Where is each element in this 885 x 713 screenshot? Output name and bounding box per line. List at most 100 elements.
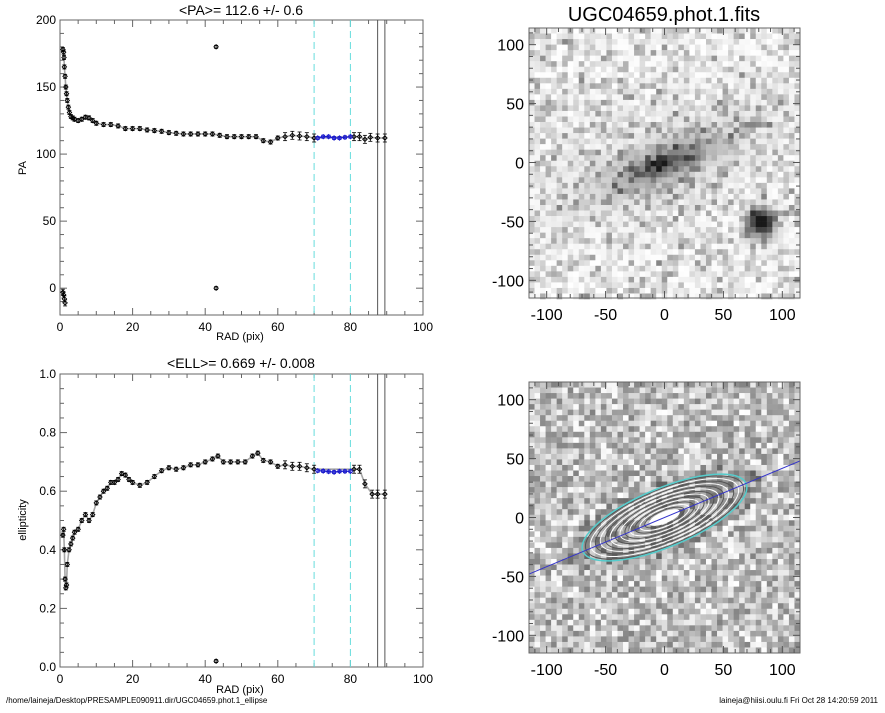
image-pixel [717, 614, 723, 620]
image-pixel [728, 244, 734, 250]
image-pixel [617, 61, 623, 67]
image-pixel [573, 144, 579, 150]
image-pixel [783, 216, 789, 222]
image-pixel [584, 211, 590, 217]
image-pixel [706, 587, 712, 593]
image-pixel [590, 39, 596, 45]
image-pixel [623, 155, 629, 161]
image-pixel [640, 45, 646, 51]
image-pixel [695, 288, 701, 294]
image-pixel [728, 183, 734, 189]
image-pixel [568, 576, 574, 582]
image-pixel [689, 565, 695, 571]
image-pixel [767, 50, 773, 56]
image-pixel [656, 426, 662, 432]
image-pixel [557, 166, 563, 172]
image-pixel [656, 78, 662, 84]
image-pixel [728, 155, 734, 161]
image-pixel [595, 603, 601, 609]
image-pixel [579, 642, 585, 648]
image-pixel [590, 493, 596, 499]
image-pixel [667, 177, 673, 183]
image-pixel [745, 100, 751, 106]
image-pixel [728, 94, 734, 100]
image-pixel [783, 122, 789, 128]
image-pixel [689, 183, 695, 189]
image-pixel [695, 620, 701, 626]
image-pixel [662, 410, 668, 416]
image-pixel [778, 211, 784, 217]
image-pixel [568, 222, 574, 228]
image-pixel [546, 122, 552, 128]
image-pixel [662, 94, 668, 100]
image-pixel [651, 161, 657, 167]
image-pixel [695, 537, 701, 543]
image-pixel [772, 233, 778, 239]
image-pixel [717, 100, 723, 106]
image-pixel [579, 592, 585, 598]
image-pixel [617, 194, 623, 200]
image-pixel [778, 277, 784, 283]
image-pixel [557, 150, 563, 156]
image-pixel [667, 421, 673, 427]
image-pixel [568, 83, 574, 89]
image-pixel [645, 56, 651, 62]
image-pixel [584, 388, 590, 394]
image-pixel [772, 61, 778, 67]
image-pixel [645, 133, 651, 139]
image-pixel [634, 34, 640, 40]
image-pixel [739, 56, 745, 62]
image-pixel [562, 647, 568, 653]
image-pixel [529, 39, 535, 45]
image-pixel [700, 271, 706, 277]
image-pixel [612, 260, 618, 266]
image-pixel [723, 56, 729, 62]
image-pixel [629, 614, 635, 620]
image-pixel [540, 144, 546, 150]
image-pixel [745, 288, 751, 294]
image-pixel [551, 249, 557, 255]
image-pixel [546, 222, 552, 228]
x-tick-label: 0 [660, 307, 669, 324]
image-pixel [717, 161, 723, 167]
image-pixel [728, 233, 734, 239]
image-pixel [645, 581, 651, 587]
image-pixel [584, 470, 590, 476]
image-pixel [612, 282, 618, 288]
image-pixel [706, 437, 712, 443]
image-pixel [673, 111, 679, 117]
image-pixel [684, 470, 690, 476]
image-pixel [750, 161, 756, 167]
image-pixel [684, 188, 690, 194]
image-pixel [546, 526, 552, 532]
image-pixel [700, 404, 706, 410]
image-pixel [601, 636, 607, 642]
image-pixel [678, 410, 684, 416]
image-pixel [595, 614, 601, 620]
image-pixel [584, 216, 590, 222]
image-pixel [728, 238, 734, 244]
image-pixel [546, 255, 552, 261]
image-pixel [579, 122, 585, 128]
image-pixel [606, 288, 612, 294]
image-pixel [617, 89, 623, 95]
image-pixel [601, 443, 607, 449]
image-pixel [667, 83, 673, 89]
image-pixel [579, 205, 585, 211]
image-pixel [706, 260, 712, 266]
image-pixel [684, 448, 690, 454]
image-pixel [695, 603, 701, 609]
image-pixel [562, 531, 568, 537]
image-pixel [673, 459, 679, 465]
image-pixel [568, 144, 574, 150]
image-pixel [717, 565, 723, 571]
image-pixel [629, 56, 635, 62]
image-pixel [584, 139, 590, 145]
image-pixel [590, 222, 596, 228]
image-pixel [651, 426, 657, 432]
image-pixel [584, 404, 590, 410]
image-pixel [684, 443, 690, 449]
image-pixel [562, 139, 568, 145]
y-tick-label: 150 [36, 80, 56, 94]
image-pixel [568, 199, 574, 205]
